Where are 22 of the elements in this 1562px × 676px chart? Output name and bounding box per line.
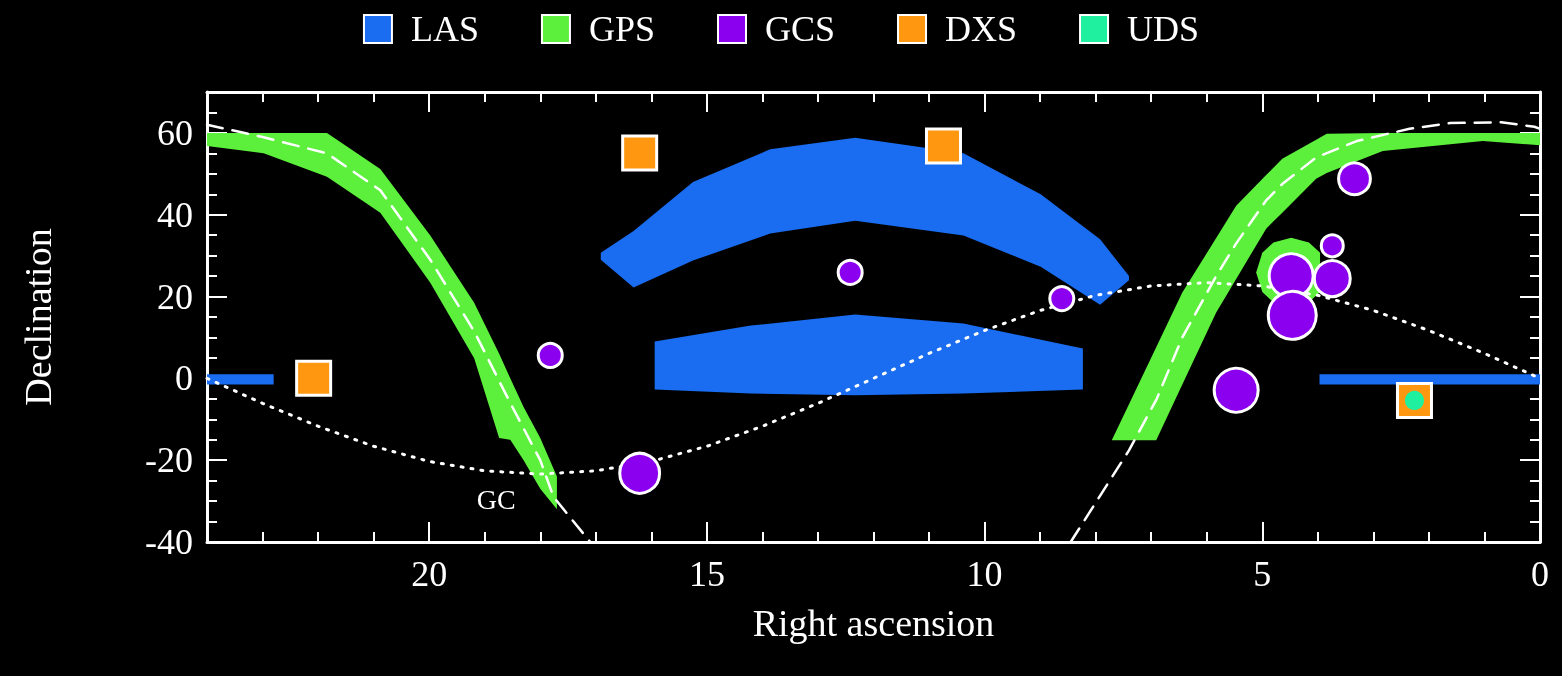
point — [621, 134, 659, 172]
point — [924, 127, 962, 165]
y-tick-label: 40 — [157, 194, 193, 235]
legend-label: LAS — [410, 9, 479, 49]
x-tick-label: 5 — [1253, 554, 1272, 594]
y-axis-title: Declination — [17, 228, 59, 406]
y-tick-label: 0 — [175, 358, 193, 399]
point — [295, 359, 333, 397]
legend-label: GPS — [588, 9, 655, 49]
legend-label: DXS — [945, 9, 1018, 49]
annotation: GC — [476, 483, 516, 515]
y-tick-label: -40 — [145, 522, 193, 562]
x-axis-title: Right ascension — [752, 602, 995, 644]
y-tick-label: 20 — [157, 276, 193, 317]
y-tick-label: -20 — [145, 440, 193, 481]
x-tick-label: 0 — [1531, 554, 1549, 594]
x-tick-label: 15 — [688, 554, 725, 594]
x-tick-label: 20 — [411, 554, 448, 594]
legend-label: UDS — [1127, 9, 1200, 49]
legend-label: GCS — [764, 9, 836, 49]
y-tick-label: 60 — [157, 112, 193, 153]
x-tick-label: 10 — [966, 554, 1003, 594]
